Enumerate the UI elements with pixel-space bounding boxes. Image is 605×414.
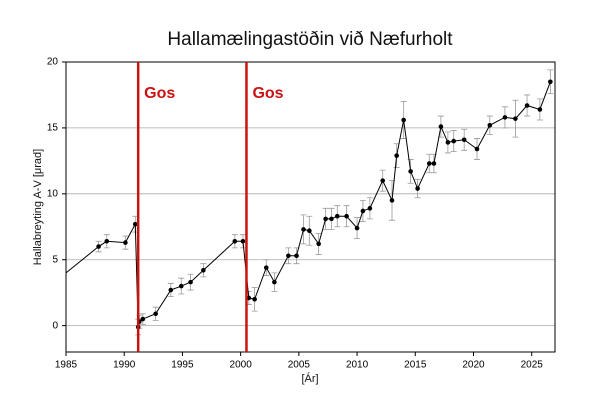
data-point bbox=[426, 161, 432, 166]
data-point bbox=[445, 140, 451, 145]
x-tick-label: 1995 bbox=[171, 360, 194, 371]
x-tick-label: 2000 bbox=[230, 360, 253, 371]
data-point bbox=[96, 244, 101, 249]
x-axis-label: [Ár] bbox=[301, 372, 318, 385]
data-point bbox=[438, 124, 444, 129]
chart-title: Hallamælingastöðin við Næfurholt bbox=[167, 29, 453, 50]
data-point bbox=[474, 146, 480, 152]
data-point bbox=[401, 117, 406, 123]
data-point bbox=[286, 253, 291, 259]
x-tick-label: 2020 bbox=[462, 360, 485, 371]
x-tick-label: 2010 bbox=[346, 360, 369, 371]
data-point bbox=[451, 138, 457, 144]
x-tick-label: 1990 bbox=[113, 360, 136, 371]
data-point bbox=[104, 238, 110, 244]
data-point bbox=[537, 107, 543, 112]
data-point bbox=[132, 221, 138, 227]
data-point bbox=[360, 208, 366, 214]
data-point bbox=[168, 287, 174, 293]
plot-frame bbox=[65, 61, 556, 353]
data-point bbox=[408, 169, 413, 174]
x-tick-label: 1985 bbox=[55, 360, 78, 371]
event-label: Gos bbox=[252, 85, 283, 102]
data-point bbox=[415, 186, 420, 191]
data-point bbox=[329, 216, 334, 222]
data-point bbox=[316, 241, 321, 247]
data-point bbox=[461, 137, 467, 143]
data-point bbox=[344, 213, 349, 219]
data-point bbox=[394, 153, 399, 158]
data-point bbox=[513, 116, 518, 121]
y-tick-label: 15 bbox=[47, 123, 59, 134]
data-point bbox=[294, 253, 299, 259]
data-point bbox=[380, 178, 385, 183]
data-point bbox=[201, 267, 206, 273]
data-point bbox=[323, 216, 328, 222]
data-point bbox=[123, 240, 128, 245]
data-point bbox=[301, 227, 306, 232]
y-tick-label: 20 bbox=[47, 57, 59, 68]
x-tick-label: 2025 bbox=[521, 360, 544, 371]
data-point bbox=[178, 283, 184, 289]
data-point bbox=[252, 296, 257, 302]
y-tick-label: 10 bbox=[47, 188, 59, 199]
y-axis-label: Hallabreyting A-V [μrad] bbox=[32, 149, 44, 265]
data-point bbox=[240, 238, 246, 244]
data-point bbox=[354, 225, 360, 231]
data-point bbox=[524, 103, 530, 108]
event-label: Gos bbox=[144, 85, 175, 102]
data-point bbox=[272, 279, 277, 285]
data-point bbox=[140, 316, 146, 322]
data-point bbox=[263, 265, 269, 270]
data-point bbox=[232, 238, 238, 244]
data-point bbox=[431, 161, 437, 166]
x-tick-label: 2005 bbox=[288, 360, 311, 371]
data-point bbox=[502, 115, 508, 120]
data-point bbox=[389, 198, 395, 203]
data-point bbox=[548, 79, 553, 85]
data-point bbox=[188, 279, 193, 285]
y-tick-label: 0 bbox=[52, 320, 58, 331]
data-point bbox=[334, 213, 340, 219]
y-tick-label: 5 bbox=[52, 254, 58, 265]
data-point bbox=[367, 206, 373, 211]
data-point bbox=[153, 311, 158, 317]
data-point bbox=[307, 228, 312, 234]
data-point bbox=[487, 122, 493, 128]
x-tick-label: 2015 bbox=[404, 360, 427, 371]
